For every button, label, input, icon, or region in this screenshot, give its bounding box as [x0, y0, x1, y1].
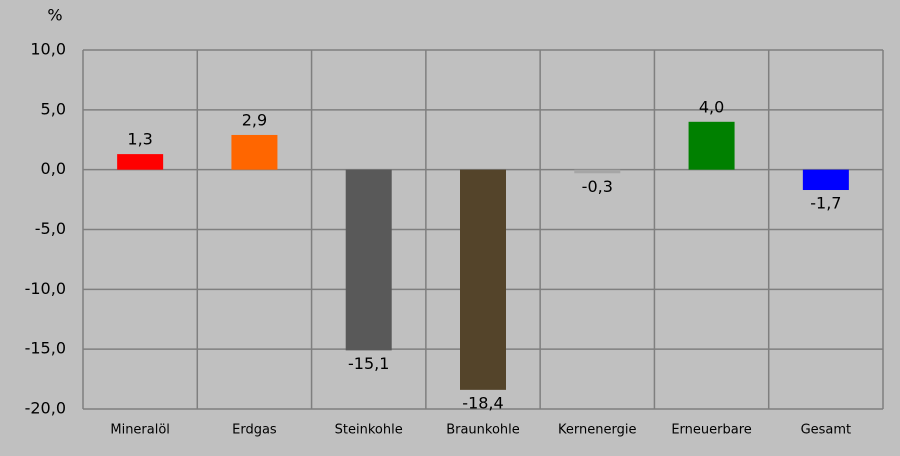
x-tick-label: Erdgas: [232, 423, 277, 438]
bar: [802, 169, 849, 191]
bar: [688, 121, 735, 170]
y-axis-label: %: [47, 6, 62, 25]
bar: [231, 134, 278, 170]
value-label: 2,9: [242, 110, 267, 129]
y-tick-label: -20,0: [25, 399, 66, 418]
y-tick-label: 10,0: [30, 40, 66, 59]
value-label: -0,3: [582, 177, 613, 196]
x-tick-label: Erneuerbare: [671, 423, 751, 438]
x-tick-label: Mineralöl: [110, 423, 170, 438]
bar: [117, 154, 164, 170]
bar: [460, 169, 506, 390]
y-tick-label: 0,0: [41, 159, 66, 178]
bar: [574, 169, 621, 174]
y-tick-label: 5,0: [41, 99, 66, 118]
x-tick-label: Gesamt: [801, 423, 852, 438]
value-label: 1,3: [127, 130, 152, 149]
value-label: -18,4: [462, 393, 503, 412]
value-label: 4,0: [699, 97, 724, 116]
bar: [345, 169, 392, 351]
y-tick-label: -15,0: [25, 339, 66, 358]
y-tick-label: -5,0: [35, 219, 66, 238]
value-label: -1,7: [810, 194, 841, 213]
x-tick-label: Steinkohle: [335, 423, 403, 438]
y-tick-label: -10,0: [25, 279, 66, 298]
value-label: -15,1: [348, 354, 389, 373]
x-tick-label: Braunkohle: [446, 423, 520, 438]
x-tick-label: Kernenergie: [558, 423, 636, 438]
